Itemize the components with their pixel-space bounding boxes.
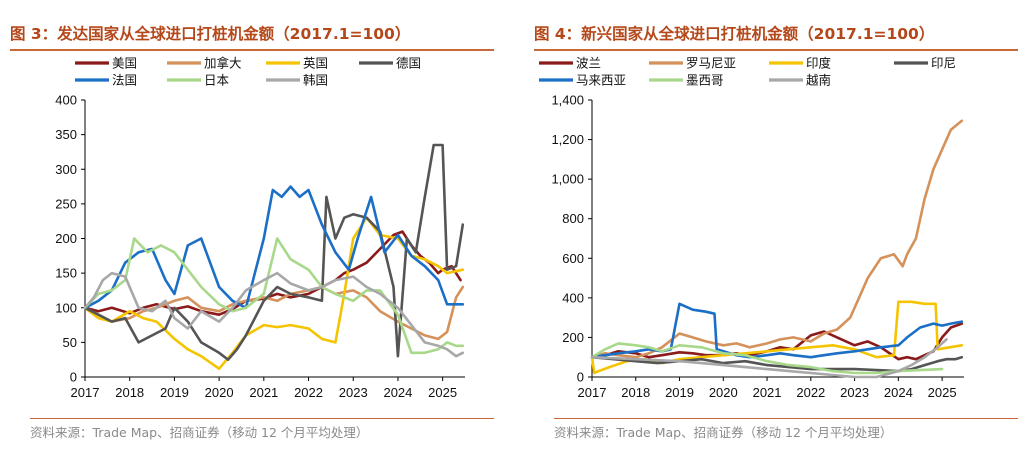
legend-label: 印度 [806, 56, 832, 71]
legend-label: 美国 [112, 56, 137, 71]
chart-source: 资料来源：Trade Map、招商证券（移动 12 个月平均处理） [554, 418, 1018, 441]
chart-canvas: 0 50 100 150 200 250 300 350 400 2017 2018 2019 2020… [55, 56, 465, 400]
y-tick-label: 1,200 [551, 132, 584, 147]
y-tick-label: 350 [55, 127, 77, 142]
series-line-印尼 [590, 355, 964, 373]
y-tick-label: 150 [55, 266, 77, 281]
x-tick-label: 2019 [665, 385, 694, 400]
x-tick-label: 2019 [160, 385, 189, 400]
chart-panel-developed: 图 3：发达国家从全球进口打桩机金额（2017.1=100） 0 50 100 150… [0, 0, 500, 450]
x-tick-label: 2020 [205, 385, 234, 400]
y-tick-label: 0 [577, 370, 584, 385]
chart-title: 图 3：发达国家从全球进口打桩机金额（2017.1=100） [10, 22, 494, 51]
x-tick-label: 2023 [339, 385, 368, 400]
x-tick-label: 2025 [428, 385, 457, 400]
x-tick-label: 2024 [383, 385, 412, 400]
x-tick-label: 2017 [71, 385, 100, 400]
legend-label: 越南 [806, 73, 831, 88]
y-tick-label: 400 [562, 290, 584, 305]
legend-label: 波兰 [576, 56, 601, 71]
y-tick-label: 100 [55, 300, 77, 315]
legend-label: 罗马尼亚 [686, 56, 736, 71]
legend-label: 墨西哥 [686, 73, 724, 88]
x-tick-label: 2025 [928, 385, 957, 400]
legend-label: 马来西亚 [576, 73, 626, 88]
series-line-德国 [83, 143, 465, 362]
legend-label: 日本 [204, 73, 230, 88]
x-tick-label: 2018 [115, 385, 144, 400]
series-line-印度 [590, 300, 964, 375]
x-tick-label: 2022 [294, 385, 323, 400]
series-line-越南 [590, 338, 948, 379]
chart-panel-emerging: 图 4：新兴国家从全球进口打桩机金额（2017.1=100） 0 200 400 60… [524, 0, 1024, 450]
y-tick-label: 1,400 [551, 93, 584, 108]
x-tick-label: 2018 [621, 385, 650, 400]
legend-label: 韩国 [303, 73, 328, 88]
series-line-罗马尼亚 [590, 119, 964, 359]
series-line-美国 [83, 230, 462, 317]
x-tick-label: 2022 [796, 385, 825, 400]
y-tick-label: 200 [562, 330, 584, 345]
chart-source: 资料来源：Trade Map、招商证券（移动 12 个月平均处理） [30, 418, 494, 441]
x-tick-label: 2021 [249, 385, 278, 400]
chart-title: 图 4：新兴国家从全球进口打桩机金额（2017.1=100） [534, 22, 1018, 51]
series-line-韩国 [83, 271, 465, 358]
legend-label: 德国 [396, 56, 421, 71]
legend-label: 英国 [303, 56, 328, 71]
x-tick-label: 2017 [578, 385, 607, 400]
y-tick-label: 50 [63, 335, 77, 350]
y-tick-label: 200 [55, 231, 77, 246]
x-tick-label: 2021 [753, 385, 782, 400]
series-line-墨西哥 [590, 342, 944, 375]
y-tick-label: 600 [562, 251, 584, 266]
y-tick-label: 400 [55, 93, 77, 108]
legend-label: 法国 [112, 73, 137, 88]
y-tick-label: 300 [55, 162, 77, 177]
y-tick-label: 0 [70, 370, 77, 385]
y-tick-label: 1,000 [551, 172, 584, 187]
series-line-法国 [83, 185, 465, 310]
x-tick-label: 2023 [840, 385, 869, 400]
legend-label: 印尼 [931, 56, 956, 71]
x-tick-label: 2024 [884, 385, 913, 400]
x-tick-label: 2020 [709, 385, 738, 400]
series-line-日本 [83, 237, 465, 355]
y-tick-label: 800 [562, 211, 584, 226]
y-tick-label: 250 [55, 196, 77, 211]
chart-canvas: 0 200 400 600 800 1,000 1,200 1,400 2017 2018 2019… [539, 56, 964, 400]
legend-label: 加拿大 [204, 56, 242, 71]
